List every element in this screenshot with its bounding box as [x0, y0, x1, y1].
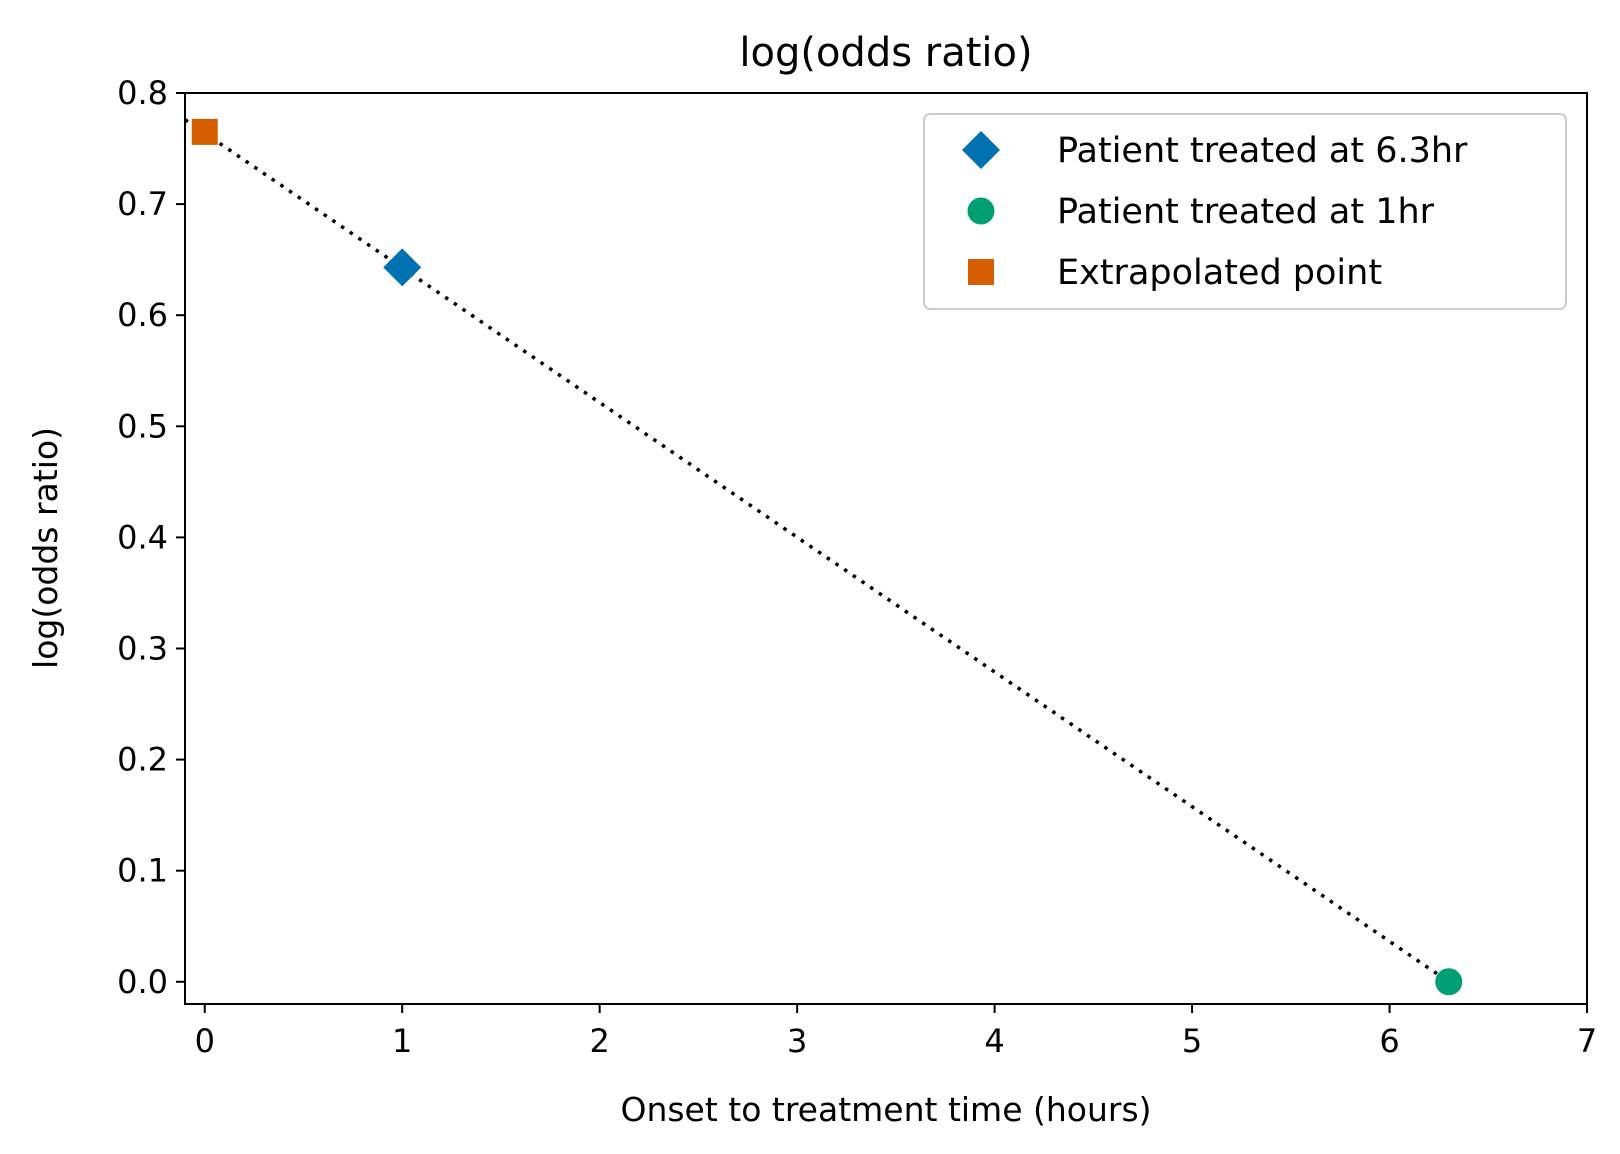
legend: Patient treated at 6.3hr Patient treated …	[923, 113, 1567, 310]
x-tick-label: 2	[589, 1022, 609, 1060]
y-tick-label: 0.3	[117, 629, 168, 667]
y-axis-label: log(odds ratio)	[26, 427, 65, 669]
legend-label: Extrapolated point	[1057, 253, 1382, 293]
x-tick-label: 4	[984, 1022, 1004, 1060]
x-tick-label: 0	[195, 1022, 215, 1060]
plot-area	[184, 92, 1588, 1005]
y-tick-label: 0.4	[117, 518, 168, 556]
y-tick-label: 0.6	[117, 296, 168, 334]
data-point-circle	[1435, 968, 1463, 996]
x-tick-label: 3	[787, 1022, 807, 1060]
plot-frame	[184, 92, 1588, 1005]
legend-marker-diamond	[962, 131, 1000, 169]
legend-entry: Extrapolated point	[968, 253, 1382, 293]
chart-title: log(odds ratio)	[739, 30, 1032, 76]
y-tick-label: 0.2	[117, 741, 168, 779]
legend-entry: Patient treated at 1hr	[967, 192, 1435, 232]
legend-marker-square	[968, 259, 994, 285]
y-tick-label: 0.7	[117, 185, 168, 223]
y-tick-label: 0.1	[117, 852, 168, 890]
y-axis: 0.0 0.1 0.2 0.3 0.4 0.5 0.6 0.7 0.8	[117, 74, 185, 1001]
legend-entry: Patient treated at 6.3hr	[962, 131, 1468, 171]
x-axis: 0 1 2 3 4 5 6 7	[195, 1004, 1597, 1060]
legend-entries: Patient treated at 6.3hr Patient treated …	[962, 131, 1468, 293]
marker-layer	[191, 118, 1463, 996]
x-tick-label: 7	[1577, 1022, 1597, 1060]
x-tick-label: 5	[1182, 1022, 1202, 1060]
legend-label: Patient treated at 1hr	[1057, 192, 1435, 232]
data-point-diamond	[383, 248, 422, 287]
data-point-square	[191, 118, 218, 145]
x-axis-label: Onset to treatment time (hours)	[620, 1090, 1151, 1129]
y-tick-label: 0.8	[117, 74, 168, 112]
y-tick-label: 0.5	[117, 407, 168, 445]
y-tick-label: 0.0	[117, 963, 168, 1001]
x-tick-label: 1	[392, 1022, 412, 1060]
x-tick-label: 6	[1379, 1022, 1399, 1060]
legend-box	[923, 113, 1567, 310]
legend-label: Patient treated at 6.3hr	[1057, 131, 1468, 171]
legend-marker-circle	[967, 197, 995, 225]
